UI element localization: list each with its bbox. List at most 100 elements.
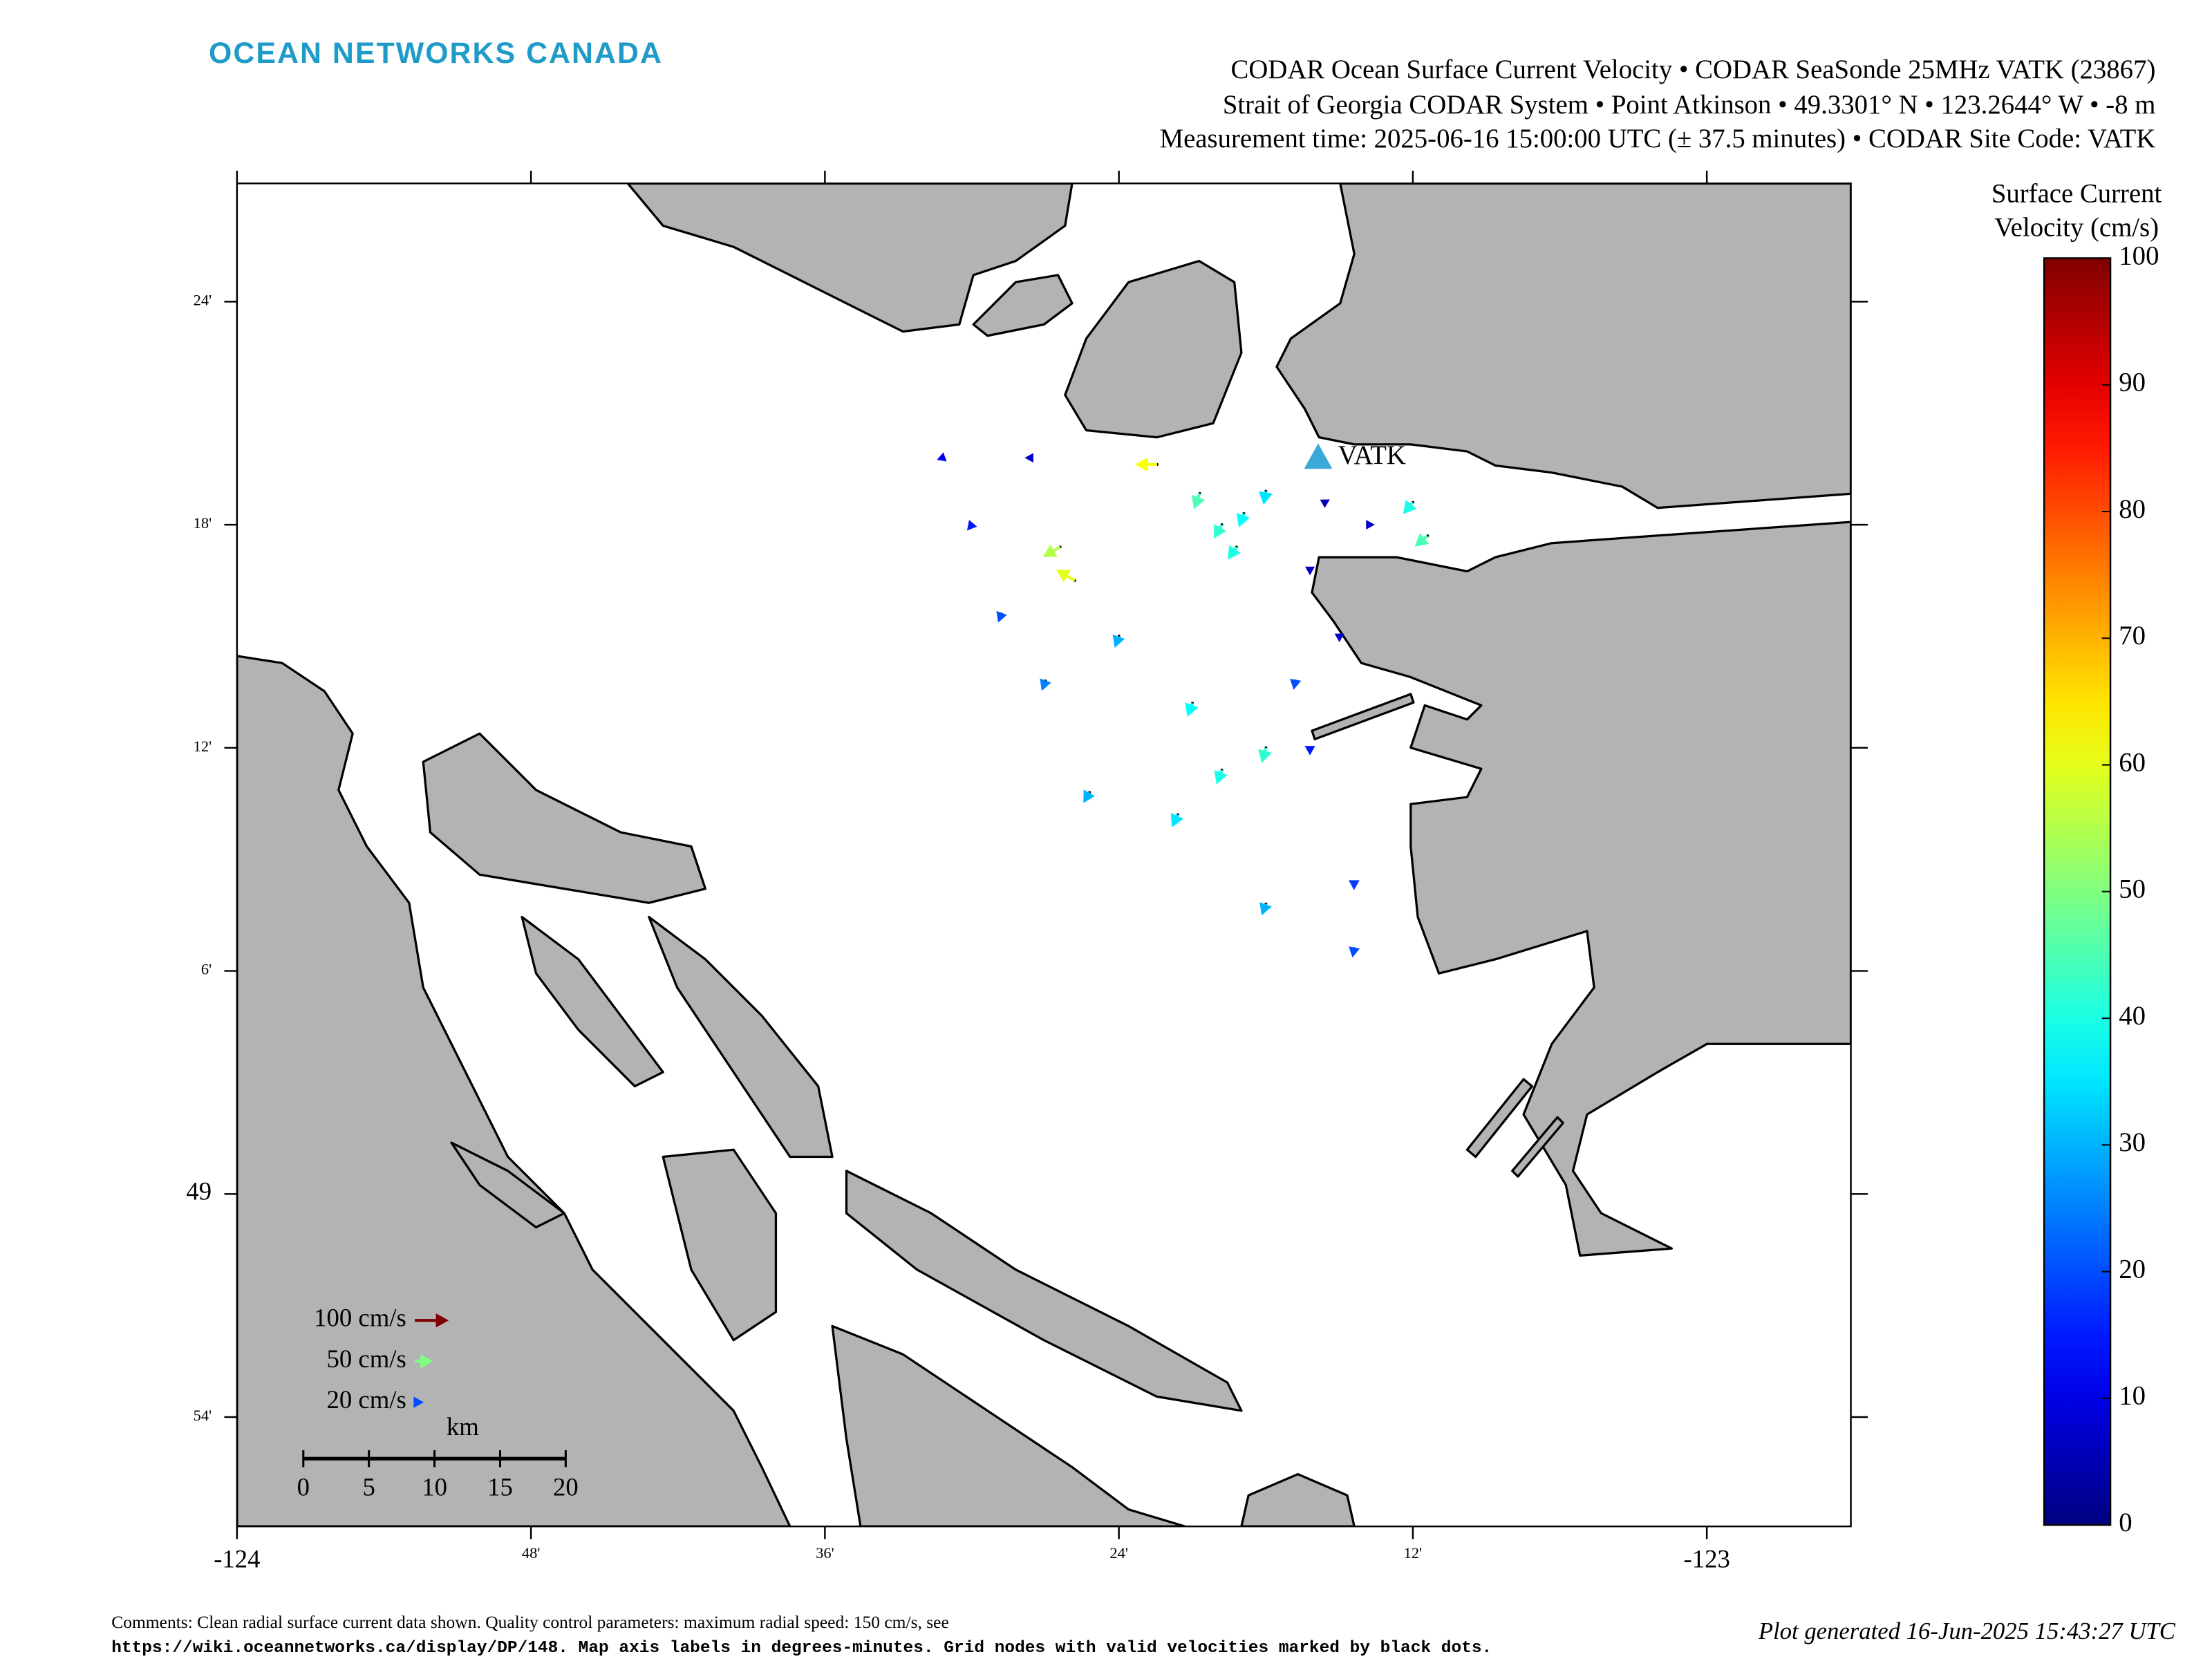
current-vector: [1290, 678, 1302, 691]
scale-tick-label: 5: [362, 1473, 375, 1501]
y-tick-label: 54': [194, 1407, 212, 1424]
land: [845, 1170, 1243, 1412]
colorbar-tick-label: 60: [2119, 747, 2146, 777]
current-vector: [1228, 545, 1241, 560]
y-tick-label: 12': [194, 738, 212, 755]
colorbar-title: Velocity (cm/s): [1994, 213, 2159, 243]
current-vector: [937, 452, 947, 462]
colorbar-tick-label: 20: [2119, 1254, 2146, 1284]
colorbar-tick-label: 70: [2119, 621, 2146, 650]
land: [831, 1324, 1186, 1527]
land: [450, 1141, 565, 1229]
current-vector: [1334, 633, 1344, 643]
colorbar: [2043, 257, 2112, 1526]
title-line: Measurement time: 2025-06-16 15:00:00 UT…: [1160, 124, 2156, 153]
site-label: VATK: [1338, 440, 1406, 470]
overlay: -124 48' 36' 24' 12' -123 54' 49 6' 12' 18' 24' VATK…: [186, 170, 2162, 1573]
scale-tick-label: 15: [487, 1473, 513, 1501]
comment: https://wiki.oceannetworks.ca/display/DP…: [111, 1639, 1492, 1658]
y-tick-label: 24': [194, 292, 212, 309]
legend-label: 50 cm/s: [327, 1344, 406, 1373]
x-tick-label: 12': [1404, 1544, 1422, 1562]
current-vector: [1214, 769, 1228, 785]
x-tick-label: -123: [1684, 1545, 1730, 1573]
current-vector: [1112, 634, 1125, 648]
map-frame: [236, 182, 1852, 1528]
plot-generated: Plot generated 16-Jun-2025 15:43:27 UTC: [1758, 1618, 2176, 1644]
legend-arrow: [415, 1354, 433, 1369]
legend-arrow: [413, 1396, 424, 1408]
land: [972, 274, 1074, 337]
map-land: [236, 183, 1851, 1527]
current-vector: [1170, 812, 1184, 827]
current-vector: [1191, 493, 1206, 509]
current-vector: [1185, 702, 1199, 718]
current-vector: [996, 610, 1007, 623]
current-vector: [1042, 544, 1061, 557]
current-vector: [1305, 566, 1315, 576]
land: [648, 915, 834, 1159]
title-line: Strait of Georgia CODAR System • Point A…: [1223, 90, 2156, 120]
scale-tick-label: 0: [297, 1473, 310, 1501]
title-line: CODAR Ocean Surface Current Velocity • C…: [1230, 55, 2155, 84]
jetty: [1511, 1116, 1564, 1178]
current-vector: [1040, 678, 1051, 691]
colorbar-tick-label: 10: [2119, 1381, 2146, 1411]
current-vector: [966, 520, 977, 531]
land: [236, 655, 791, 1527]
land: [1064, 259, 1243, 439]
current-vector: [1259, 491, 1273, 505]
legend-arrow: [415, 1313, 449, 1328]
y-tick-label: 49: [186, 1177, 212, 1206]
x-tick-label: -124: [214, 1545, 260, 1573]
current-vector: [1258, 747, 1272, 764]
scale-tick-label: 20: [553, 1473, 579, 1501]
current-vector: [1213, 523, 1227, 539]
site-marker: [1304, 443, 1333, 469]
land: [626, 183, 1074, 333]
jetty: [1311, 693, 1415, 741]
scale-tick-label: 10: [422, 1473, 447, 1501]
land: [422, 732, 707, 904]
vector-layer: [937, 452, 1430, 958]
colorbar-tick-label: 80: [2119, 494, 2146, 524]
colorbar-tick-label: 40: [2119, 1001, 2146, 1031]
colorbar-tick-label: 90: [2119, 368, 2146, 397]
land: [1240, 1473, 1356, 1527]
scale-unit: km: [447, 1412, 479, 1441]
land: [1275, 183, 1851, 509]
current-vector: [1024, 453, 1033, 463]
current-vector: [1134, 457, 1157, 472]
jetty: [1465, 1078, 1533, 1159]
land: [1311, 521, 1851, 1257]
current-vector: [1366, 520, 1375, 530]
current-vector: [1056, 570, 1076, 583]
x-tick-label: 36': [816, 1544, 834, 1562]
comment: Comments: Clean radial surface current d…: [111, 1612, 949, 1632]
current-vector: [1348, 880, 1360, 890]
land: [521, 915, 664, 1088]
colorbar-tick-label: 100: [2119, 241, 2159, 270]
y-tick-label: 18': [194, 514, 212, 532]
legend-label: 100 cm/s: [314, 1304, 406, 1332]
current-vector: [1414, 533, 1430, 547]
current-vector: [1349, 946, 1360, 958]
current-vector: [1304, 746, 1315, 756]
colorbar-tick-label: 30: [2119, 1127, 2146, 1157]
colorbar-title: Surface Current: [1991, 179, 2162, 209]
legend-label: 20 cm/s: [327, 1385, 406, 1414]
y-tick-label: 6': [201, 961, 212, 978]
current-vector: [1403, 500, 1417, 514]
current-vector: [1259, 902, 1272, 916]
brand: OCEAN NETWORKS CANADA: [209, 37, 663, 70]
current-vector: [1236, 513, 1250, 527]
x-tick-label: 48': [522, 1544, 540, 1562]
colorbar-tick-label: 0: [2119, 1508, 2132, 1537]
current-vector: [1083, 789, 1095, 803]
land: [662, 1148, 778, 1342]
current-vector: [1320, 499, 1330, 508]
x-tick-label: 24': [1109, 1544, 1127, 1562]
colorbar-tick-label: 50: [2119, 874, 2146, 904]
